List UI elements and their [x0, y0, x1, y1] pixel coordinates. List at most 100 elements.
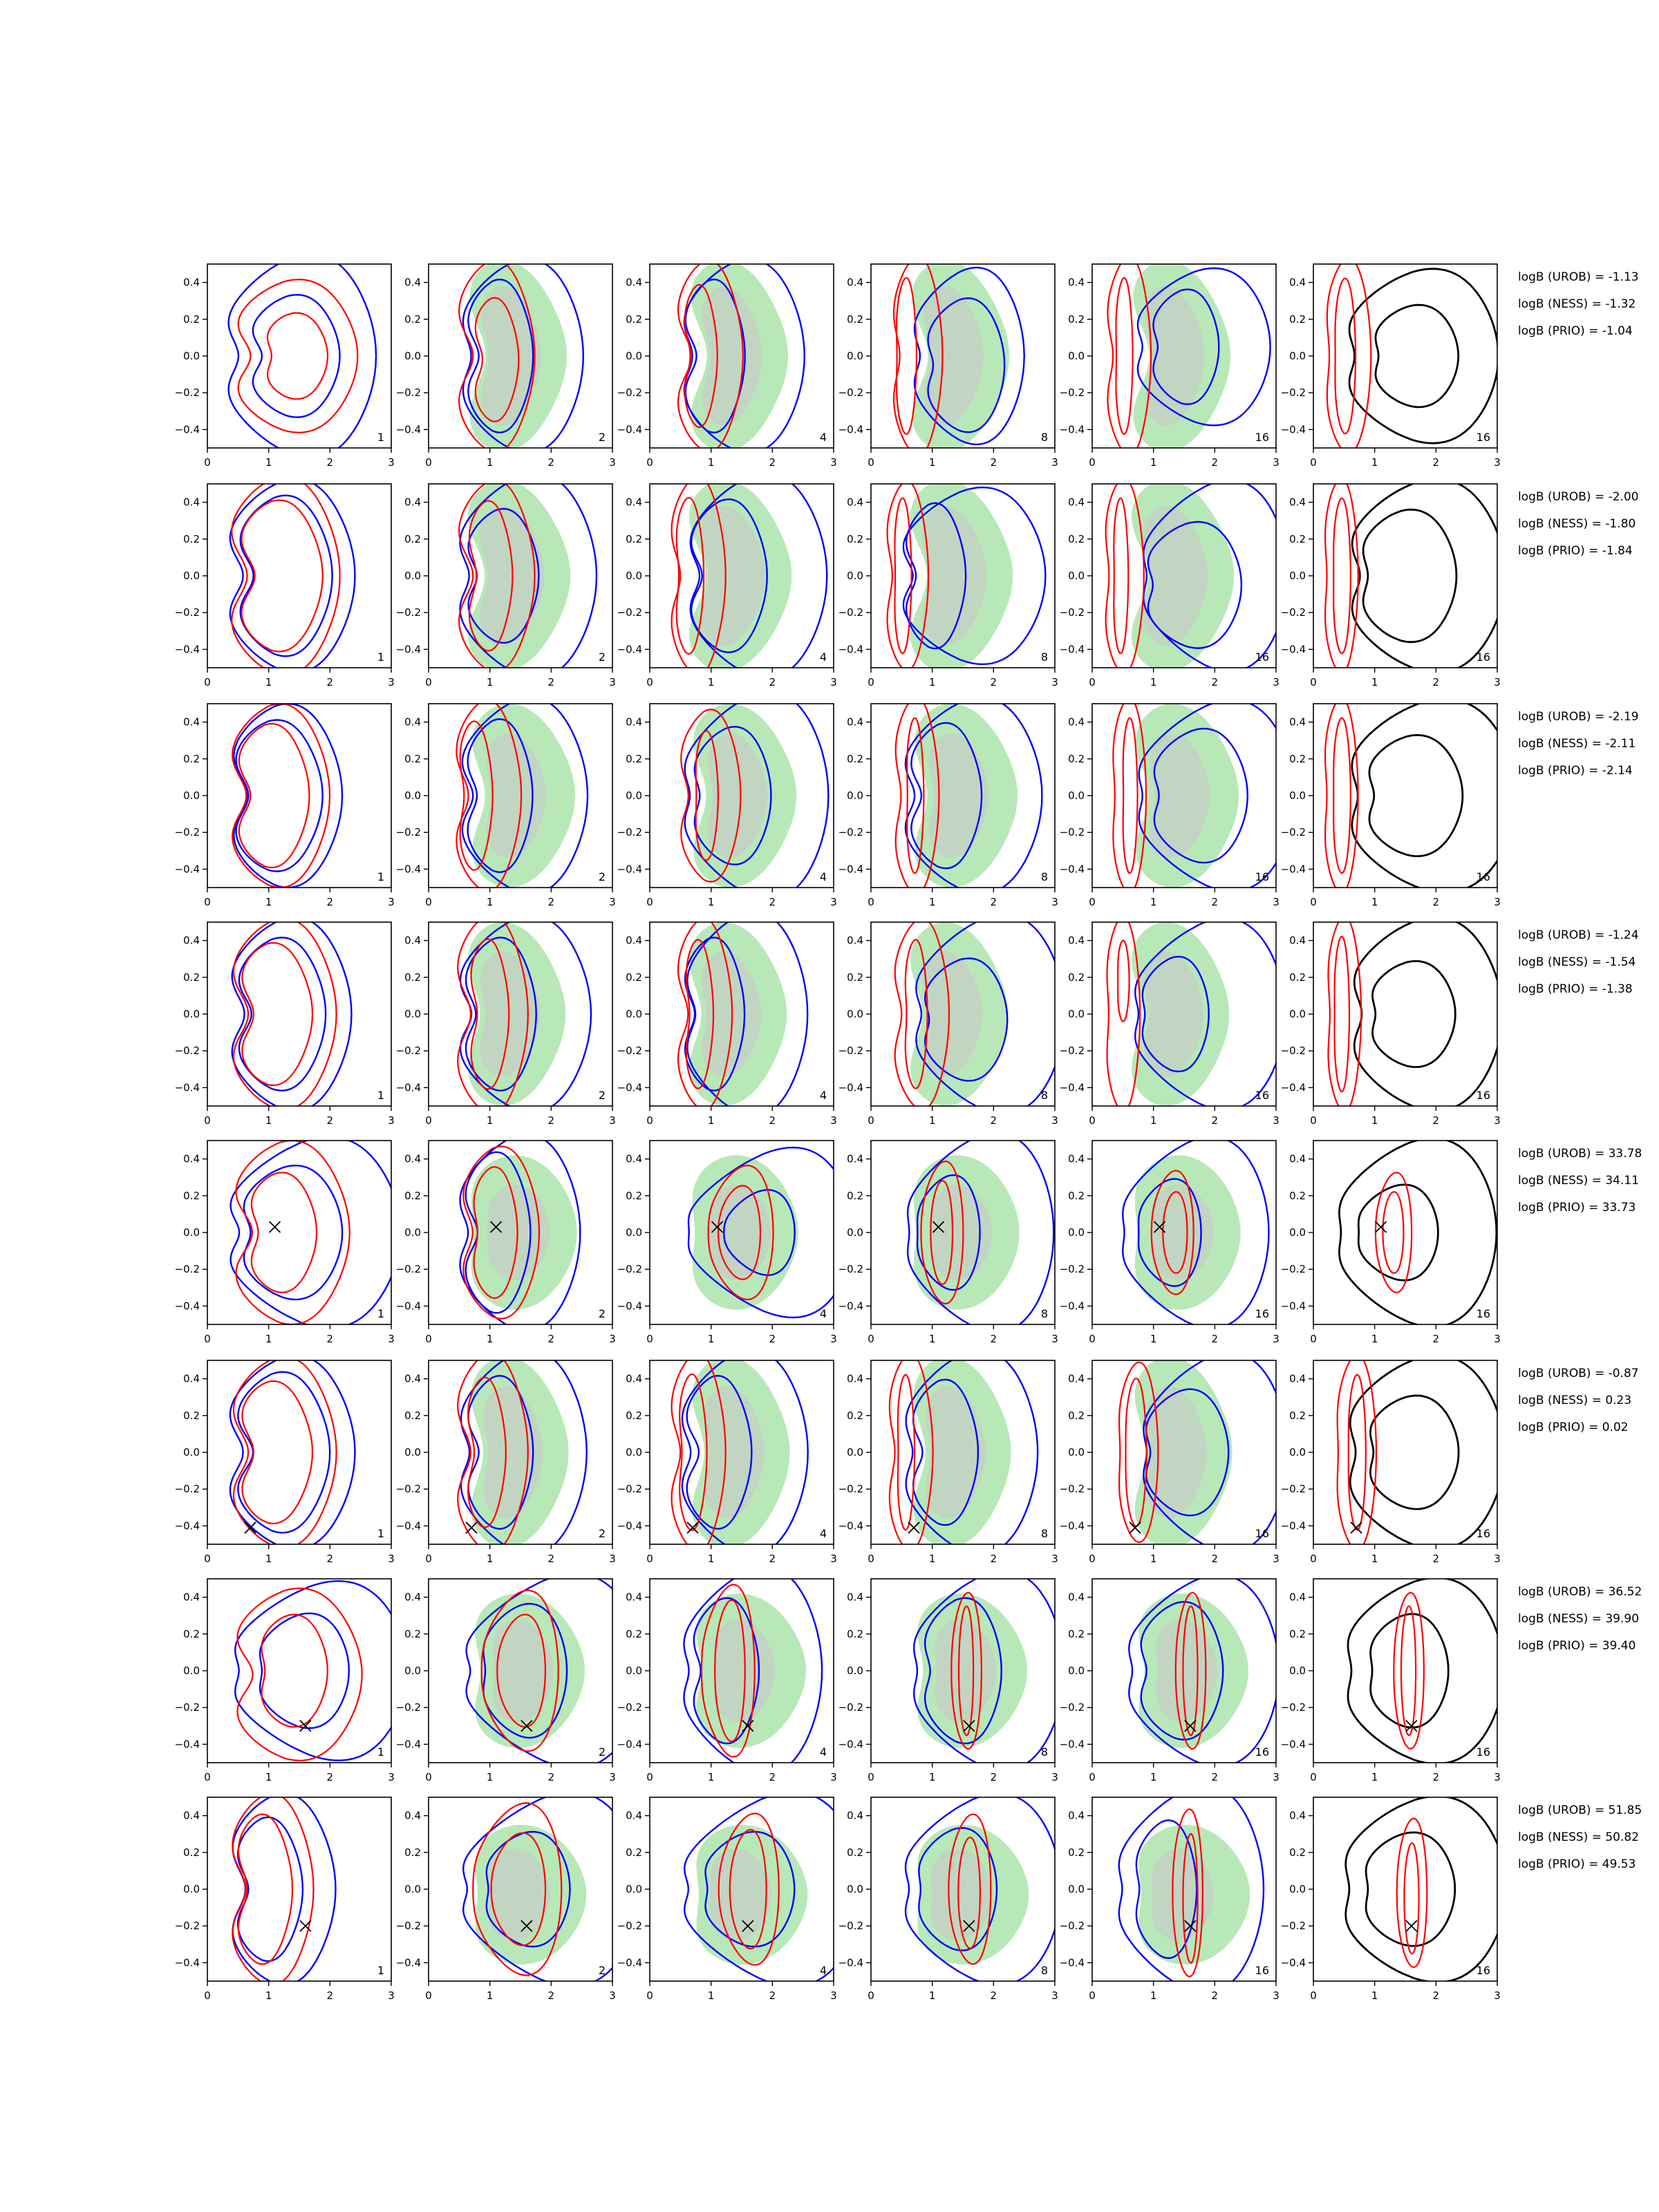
urob-contour-1 — [684, 704, 830, 888]
x-tick-label: 2 — [548, 1333, 555, 1345]
prio-contour-1 — [1347, 1579, 1497, 1763]
ness-contour-2 — [470, 938, 510, 1090]
x-tick-label: 1 — [1150, 1114, 1157, 1127]
x-tick-label: 3 — [1273, 1553, 1280, 1565]
urob-contour-1 — [905, 1360, 1039, 1544]
x-tick-label: 0 — [1310, 676, 1317, 688]
x-tick-label: 3 — [1494, 896, 1501, 908]
y-tick-label: −0.2 — [617, 606, 642, 619]
x-tick-label: 3 — [1494, 456, 1501, 469]
x-tick-label: 3 — [1494, 1333, 1501, 1345]
true-value-marker — [1184, 1720, 1197, 1732]
y-tick-label: 0.4 — [626, 276, 642, 289]
bayes-factor-label: logB (PRIO) = -2.14 — [1518, 764, 1633, 778]
y-tick-label: 0.0 — [404, 1226, 421, 1239]
panel-r5-c1: 0 1 2 3 −0.4 −0.2 0.0 0.2 0.4 1 — [175, 1140, 395, 1345]
x-tick-label: 3 — [388, 896, 395, 908]
y-tick-label: 0.4 — [404, 496, 421, 509]
true-value-marker — [299, 1720, 312, 1732]
y-tick-label: −0.4 — [1060, 1738, 1085, 1750]
x-tick-label: 0 — [1310, 1989, 1317, 2002]
true-value-marker — [1184, 1920, 1197, 1932]
y-tick-label: 0.4 — [183, 496, 200, 509]
x-tick-label: 1 — [1150, 1553, 1157, 1565]
reference-fill-inner — [921, 506, 987, 646]
y-tick-label: 0.4 — [404, 1153, 421, 1165]
y-tick-label: −0.2 — [175, 386, 200, 399]
y-tick-label: −0.2 — [617, 1920, 642, 1932]
x-tick-label: 2 — [548, 1114, 555, 1127]
y-tick-label: 0.0 — [1068, 1883, 1085, 1895]
x-tick-label: 2 — [548, 456, 555, 469]
panel-label: 2 — [599, 870, 606, 883]
x-tick-label: 1 — [487, 1333, 494, 1345]
x-tick-label: 1 — [929, 1989, 936, 2002]
x-tick-label: 3 — [609, 676, 616, 688]
axes-frame — [207, 921, 392, 1107]
y-tick-label: −0.4 — [1060, 1300, 1085, 1312]
y-tick-label: −0.2 — [838, 1044, 863, 1057]
x-tick-label: 1 — [708, 1114, 715, 1127]
y-tick-label: −0.4 — [396, 1956, 421, 1969]
x-tick-label: 1 — [1371, 676, 1378, 688]
panel-r7-c4: 0 1 2 3 −0.4 −0.2 0.0 0.2 0.4 8 — [838, 1578, 1058, 1783]
urob-contour-1 — [913, 266, 1025, 446]
x-tick-label: 2 — [769, 896, 776, 908]
x-tick-label: 0 — [204, 896, 211, 908]
urob-contour-1 — [689, 484, 828, 668]
reference-fill-inner — [929, 1184, 993, 1281]
x-tick-label: 2 — [327, 456, 334, 469]
ness-contour-1 — [707, 1164, 774, 1301]
y-tick-label: −0.2 — [1281, 386, 1306, 399]
x-tick-label: 1 — [487, 676, 494, 688]
panel-r2-c3: 0 1 2 3 −0.4 −0.2 0.0 0.2 0.4 4 — [617, 483, 837, 688]
x-tick-label: 1 — [708, 1333, 715, 1345]
urob-contour-1 — [683, 1797, 834, 1981]
y-tick-label: 0.4 — [404, 1810, 421, 1822]
ness-contour-2 — [718, 1185, 762, 1280]
ness-contour-2 — [684, 283, 718, 429]
prio-contour-2 — [1357, 1183, 1439, 1282]
urob-contour-2 — [684, 937, 746, 1091]
y-tick-label: −0.4 — [1281, 1300, 1306, 1312]
x-tick-label: 2 — [327, 896, 334, 908]
x-tick-label: 2 — [1212, 1114, 1219, 1127]
x-tick-label: 1 — [929, 1553, 936, 1565]
panel-r6-c1: 0 1 2 3 −0.4 −0.2 0.0 0.2 0.4 1 — [175, 1360, 395, 1565]
y-tick-label: 0.4 — [404, 716, 421, 729]
urob-contour-1 — [233, 704, 344, 888]
ness-contour-2 — [695, 730, 720, 861]
axes-frame — [207, 1797, 392, 1982]
x-tick-label: 0 — [204, 1114, 211, 1127]
y-tick-label: 0.4 — [1068, 935, 1085, 947]
x-tick-label: 0 — [1089, 676, 1096, 688]
x-tick-label: 0 — [204, 676, 211, 688]
x-tick-label: 3 — [1494, 1989, 1501, 2002]
y-tick-label: −0.4 — [617, 1738, 642, 1750]
y-tick-label: −0.4 — [175, 1956, 200, 1969]
x-tick-label: 2 — [1433, 1333, 1440, 1345]
x-tick-label: 0 — [204, 456, 211, 469]
ness-contour-1 — [1324, 484, 1359, 668]
x-tick-label: 2 — [548, 1989, 555, 2002]
ness-contour-2 — [1403, 1842, 1420, 1955]
urob-contour-2 — [1147, 521, 1243, 649]
true-value-marker — [521, 1720, 533, 1732]
y-tick-label: −0.4 — [617, 1081, 642, 1094]
x-tick-label: 1 — [1371, 1771, 1378, 1783]
bayes-factor-label: logB (NESS) = 39.90 — [1518, 1612, 1639, 1626]
x-tick-label: 0 — [1310, 456, 1317, 469]
y-tick-label: −0.4 — [175, 1300, 200, 1312]
ness-contour-1 — [894, 704, 940, 888]
ness-contour-1 — [1107, 264, 1152, 448]
y-tick-label: −0.4 — [617, 423, 642, 435]
ness-contour-2 — [473, 1165, 518, 1300]
prio-contour-1 — [1349, 1360, 1497, 1544]
urob-contour-2 — [906, 502, 967, 650]
y-tick-label: 0.2 — [847, 971, 863, 984]
panel-r4-c3: 0 1 2 3 −0.4 −0.2 0.0 0.2 0.4 4 — [617, 921, 837, 1127]
panel-r4-c1: 0 1 2 3 −0.4 −0.2 0.0 0.2 0.4 1 — [175, 921, 395, 1127]
x-tick-label: 0 — [868, 1771, 874, 1783]
x-tick-label: 1 — [929, 676, 936, 688]
y-tick-label: −0.2 — [1060, 1044, 1085, 1057]
